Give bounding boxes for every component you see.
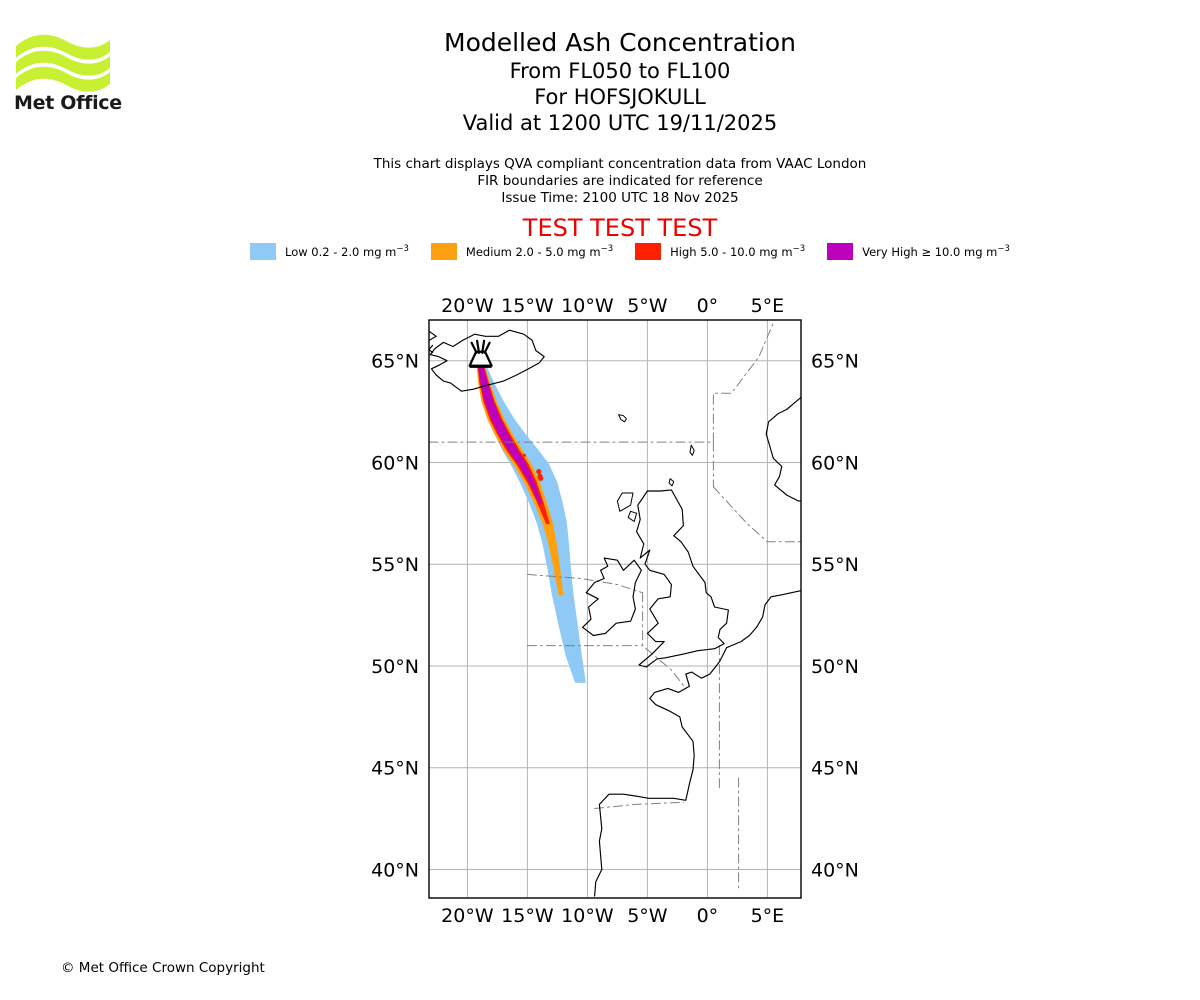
fir-line-brest [642,592,687,689]
note-issue-time: Issue Time: 2100 UTC 18 Nov 2025 [501,190,739,206]
fir-boundaries [429,320,801,891]
legend-label: Very High ≥ 10.0 mg m−3 [862,243,1010,259]
lon-tick-label-top: 5°W [627,295,668,317]
lat-tick-label-right: 60°N [811,452,859,474]
coastline-iceland [429,329,545,392]
legend-label: Low 0.2 - 2.0 mg m−3 [285,243,409,259]
volcano-marker [468,339,493,368]
legend-label: Medium 2.0 - 5.0 mg m−3 [465,243,614,259]
lat-tick-label-right: 55°N [811,554,859,576]
legend-swatch [250,242,276,260]
concentration-legend: Low 0.2 - 2.0 mg m−3 Medium 2.0 - 5.0 mg … [250,241,1010,261]
copyright-text: © Met Office Crown Copyright [61,960,265,976]
logo-text: Met Office [14,92,122,114]
volcano-eruption-line-icon [475,339,481,354]
legend-item: Medium 2.0 - 5.0 mg m−3 [430,242,635,260]
coastline-shetland [689,444,695,456]
graticule [429,320,801,898]
legend-swatch [430,242,457,260]
legend-swatch [635,242,662,260]
map-frame [428,319,802,899]
lon-tick-label-top: 10°W [561,295,614,317]
lon-tick-label-top: 5°E [751,295,785,317]
lat-tick-label-left: 50°N [371,656,419,678]
map-svg: 20°W 15°W 10°W 5°W 0° 5°E 20°W 15°W 10°W 5°W 0° 5°… [371,295,859,927]
plume-band-very-high [478,364,542,504]
met-office-logo: Met Office [14,24,124,114]
legend-item: High 5.0 - 10.0 mg m−3 [635,242,827,260]
note-block: This chart displays QVA compliant concen… [240,156,1000,207]
test-banner: TEST TEST TEST [522,214,718,242]
lat-tick-label-right: 40°N [811,860,859,882]
lon-tick-label-top: 0° [697,295,719,317]
coastline-west-europe [594,590,801,897]
fir-line-norway [712,320,776,443]
coastline-skye [627,510,638,522]
lat-axis-left: 65°N 60°N 55°N 50°N 45°N 40°N [371,351,419,882]
lon-tick-label-top: 20°W [441,295,494,317]
plume-speck-high [538,475,544,481]
coastline-hebrides [616,492,634,512]
legend-label: High 5.0 - 10.0 mg m−3 [670,243,806,259]
logo-svg: Met Office [14,34,122,114]
fir-line-iberia-north [594,801,684,809]
lat-tick-label-left: 45°N [371,758,419,780]
title-flight-levels: From FL050 to FL100 [509,59,731,83]
lon-tick-label-bottom: 5°E [751,905,785,927]
coastline-norway-south [765,421,801,502]
note-fir: FIR boundaries are indicated for referen… [477,173,763,189]
volcano-eruption-line-icon [470,341,478,354]
lat-axis-right: 65°N 60°N 55°N 50°N 45°N 40°N [811,351,859,882]
lat-tick-label-left: 65°N [371,351,419,373]
lat-tick-label-left: 40°N [371,860,419,882]
legend-item: Low 0.2 - 2.0 mg m−3 [250,242,431,260]
fir-line-skagerrak [712,486,801,543]
lat-tick-label-right: 50°N [811,656,859,678]
coastline-germany-baltic [800,589,801,592]
coastline-ireland [582,557,642,637]
lon-tick-label-bottom: 10°W [561,905,614,927]
volcano-eruption-line-icon [481,339,486,354]
lon-tick-label-bottom: 20°W [441,905,494,927]
lon-axis-top: 20°W 15°W 10°W 5°W 0° 5°E [441,295,784,317]
title-valid-time: Valid at 1200 UTC 19/11/2025 [462,111,778,135]
title-block: Modelled Ash Concentration From FL050 to… [240,28,1000,136]
lon-axis-bottom: 20°W 15°W 10°W 5°W 0° 5°E [441,905,784,927]
coastline-orkney [668,478,675,487]
logo-waves-icon [16,34,110,92]
page-title: Modelled Ash Concentration [444,28,796,57]
coastline-norway-west [768,396,801,423]
coastline-great-britain [636,489,729,668]
note-qva: This chart displays QVA compliant concen… [373,156,867,172]
ash-plume [476,364,586,683]
plume-speck-high [522,453,526,457]
title-volcano: For HOFSJOKULL [534,85,706,109]
legend-swatch [827,242,854,260]
legend-item: Very High ≥ 10.0 mg m−3 [827,242,1032,260]
coastline-greenland-edge [429,330,437,341]
lat-tick-label-right: 65°N [811,351,859,373]
ash-concentration-map: 20°W 15°W 10°W 5°W 0° 5°E 20°W 15°W 10°W 5°W 0° 5°… [350,288,880,938]
lat-tick-label-left: 55°N [371,554,419,576]
coastline-faroes [618,414,627,423]
lon-tick-label-top: 15°W [501,295,554,317]
plume-speck-high [536,469,542,475]
lon-tick-label-bottom: 0° [697,905,719,927]
coastline-iceland-detail [429,344,434,354]
lat-tick-label-right: 45°N [811,758,859,780]
fir-line-shannon-north [526,573,644,594]
volcano-eruption-line-icon [483,341,491,354]
lon-tick-label-bottom: 15°W [501,905,554,927]
coastlines [429,329,801,897]
lon-tick-label-bottom: 5°W [627,905,668,927]
lat-tick-label-left: 60°N [371,452,419,474]
